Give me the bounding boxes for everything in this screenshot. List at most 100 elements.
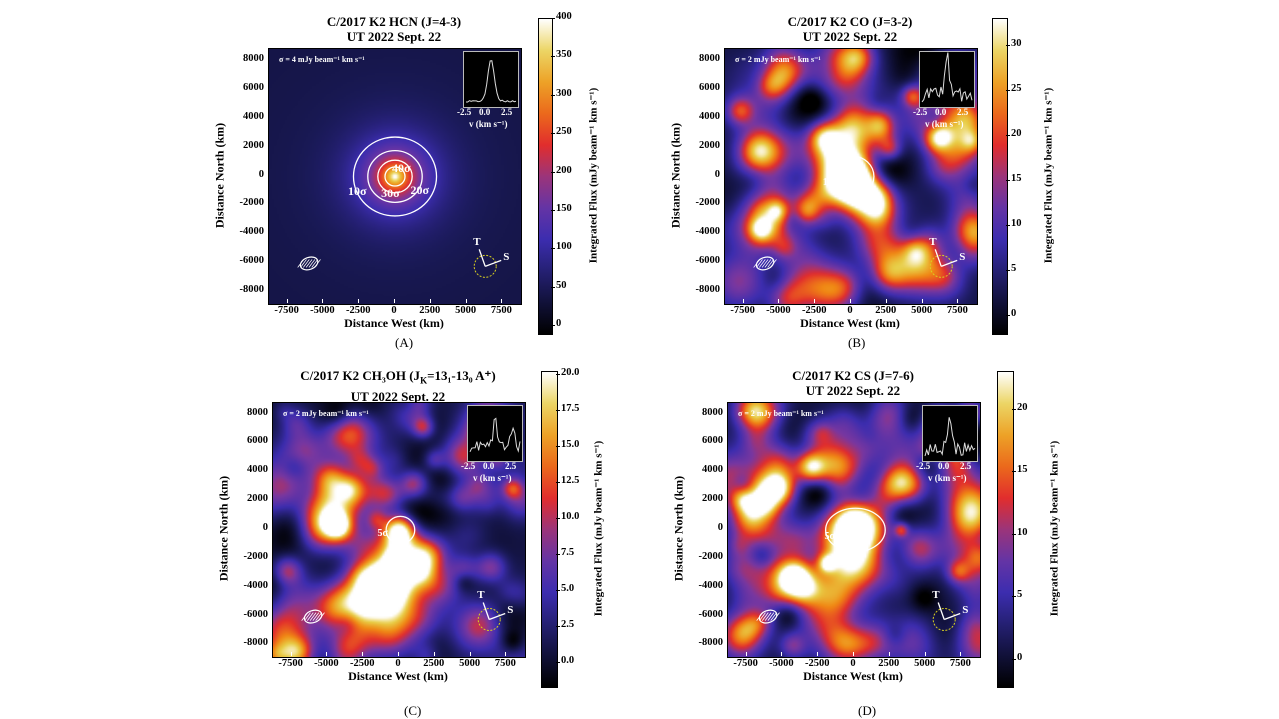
contour-label: 30σ (381, 185, 400, 200)
y-tick-label: -8000 (698, 637, 724, 649)
x-tick-label: -5000 (314, 658, 339, 669)
chart-title: C/2017 K2 HCN (J=4-3) UT 2022 Sept. 22 (208, 14, 580, 44)
beam-hatch (309, 612, 317, 621)
x-tick-label: 5000 (914, 658, 936, 669)
colorbar-tick-mark (1006, 315, 1010, 316)
inset-xtick: -2.5 (913, 107, 928, 117)
beam-hatch (759, 612, 766, 621)
colorbar-tick-label: 300 (556, 87, 572, 99)
inset-xtick: 0.0 (938, 461, 950, 471)
x-tick-label: -7500 (730, 305, 755, 316)
colorbar-tick-label: 0.0 (561, 654, 575, 666)
spectrum-inset (922, 405, 978, 462)
colorbar (538, 18, 553, 335)
x-tick-mark (505, 652, 507, 656)
x-tick-label: 5000 (459, 658, 481, 669)
colorbar-tick-mark (556, 373, 560, 375)
colorbar-tick-mark (1006, 135, 1010, 136)
x-tick-label: 7500 (494, 658, 516, 669)
colorbar-tick-label: 10 (1017, 526, 1028, 538)
y-axis-label: Distance North (km) (212, 122, 227, 228)
y-tick-label: 8000 (243, 52, 264, 64)
chart-subtitle: UT 2022 Sept. 22 (802, 29, 898, 44)
spectrum-line (921, 52, 973, 103)
sun-direction-arrow (940, 259, 958, 267)
x-tick-mark (501, 299, 503, 303)
beam-hatch (770, 259, 777, 268)
beam-hatch (767, 612, 775, 621)
beam-hatch (318, 612, 325, 621)
panel-label: (D) (858, 703, 877, 718)
colorbar-tick-mark (1006, 90, 1010, 91)
beam-ellipse (303, 609, 323, 624)
colorbar-tick-mark (556, 517, 560, 519)
compass-circle (477, 607, 501, 631)
y-tick-label: 6000 (247, 435, 268, 447)
x-axis-label: Distance West (km) (800, 316, 900, 330)
colorbar-tick-label: 15 (1017, 464, 1028, 475)
beam-hatch (761, 259, 769, 268)
y-tick-label: 4000 (243, 110, 264, 122)
beam-hatch (306, 612, 314, 621)
compass-label-S: S (507, 604, 514, 617)
colorbar-tick-label: 5.0 (561, 582, 575, 594)
contour-label: 5σ (824, 530, 835, 542)
y-tick-label: -8000 (695, 284, 721, 296)
x-tick-mark (742, 299, 744, 303)
chart-subtitle: UT 2022 Sept. 22 (805, 383, 901, 398)
inset-xtick: -2.5 (457, 107, 472, 117)
title-rest: =13₁-13₀ A⁺) (427, 368, 496, 383)
colorbar-tick-mark (1012, 533, 1016, 535)
y-axis-label: Distance North (km) (668, 122, 683, 228)
colorbar-tick-mark (551, 56, 555, 58)
inset-xlabel: v (km s⁻¹) (469, 119, 508, 129)
beam-hatch (756, 612, 764, 621)
y-tick-label: 2000 (702, 493, 723, 505)
y-axis-label: Distance North (km) (216, 475, 231, 582)
colorbar-label: Integrated Flux (mJy beam⁻¹ km s⁻¹) (1048, 440, 1061, 616)
trail-direction-arrow (937, 602, 945, 620)
colorbar-tick-label: 20 (1017, 401, 1028, 413)
compass-label-S: S (503, 251, 510, 264)
inset-xtick: 2.5 (501, 107, 513, 117)
x-tick-label: -2500 (345, 305, 371, 316)
colorbar-tick-mark (1012, 658, 1016, 660)
colorbar-tick-mark (551, 133, 555, 135)
y-tick-label: -6000 (239, 255, 265, 267)
contour-line (384, 166, 406, 187)
heatmap-plot: T S 5σ σ = 2 mJy beam⁻¹ km s⁻¹ -2.5 0.0 2.5 v (… (272, 402, 526, 658)
y-tick-label: -4000 (695, 226, 721, 238)
beam-ellipse (755, 256, 775, 271)
x-axis-label: Distance West (km) (803, 669, 903, 683)
colorbar-tick-label: 5 (1011, 263, 1017, 274)
colorbar-tick-mark (556, 481, 560, 483)
colorbar-tick-label: 10.0 (561, 510, 580, 522)
y-tick-label: -2000 (698, 550, 724, 562)
beam-hatch (300, 259, 307, 268)
colorbar-tick-mark (551, 210, 555, 212)
x-tick-label: 0 (395, 658, 401, 669)
colorbar-tick-label: 10 (1011, 218, 1022, 229)
y-tick-label: 8000 (247, 406, 268, 418)
overlay (753, 155, 958, 278)
compass-label-T: T (477, 589, 485, 602)
colorbar-tick-mark (556, 661, 560, 663)
chart-title-text: C/2017 K2 HCN (J=4-3) (326, 14, 462, 29)
beam-hatch (302, 259, 310, 268)
sun-direction-arrow (943, 612, 961, 621)
contour-line (352, 136, 438, 217)
colorbar-tick-label: 200 (556, 164, 572, 176)
inset-xtick: 2.5 (505, 461, 517, 471)
inset-xtick: 0.0 (935, 107, 947, 117)
beam-hatch (297, 259, 305, 268)
x-tick-mark (398, 652, 399, 656)
heatmap-plot: T S 10σ 20σ 30σ 40σ σ = 4 mJy beam⁻¹ km s⁻¹ -2.… (268, 48, 522, 305)
colorbar-tick-mark (556, 589, 560, 591)
colorbar-tick-mark (1006, 270, 1010, 271)
colorbar-tick-mark (556, 445, 560, 447)
title-subscript: K (420, 375, 428, 386)
x-tick-label: 7500 (490, 305, 512, 316)
beam-hatch (305, 259, 313, 268)
beam-hatch (312, 612, 320, 621)
y-tick-label: 4000 (699, 110, 720, 122)
